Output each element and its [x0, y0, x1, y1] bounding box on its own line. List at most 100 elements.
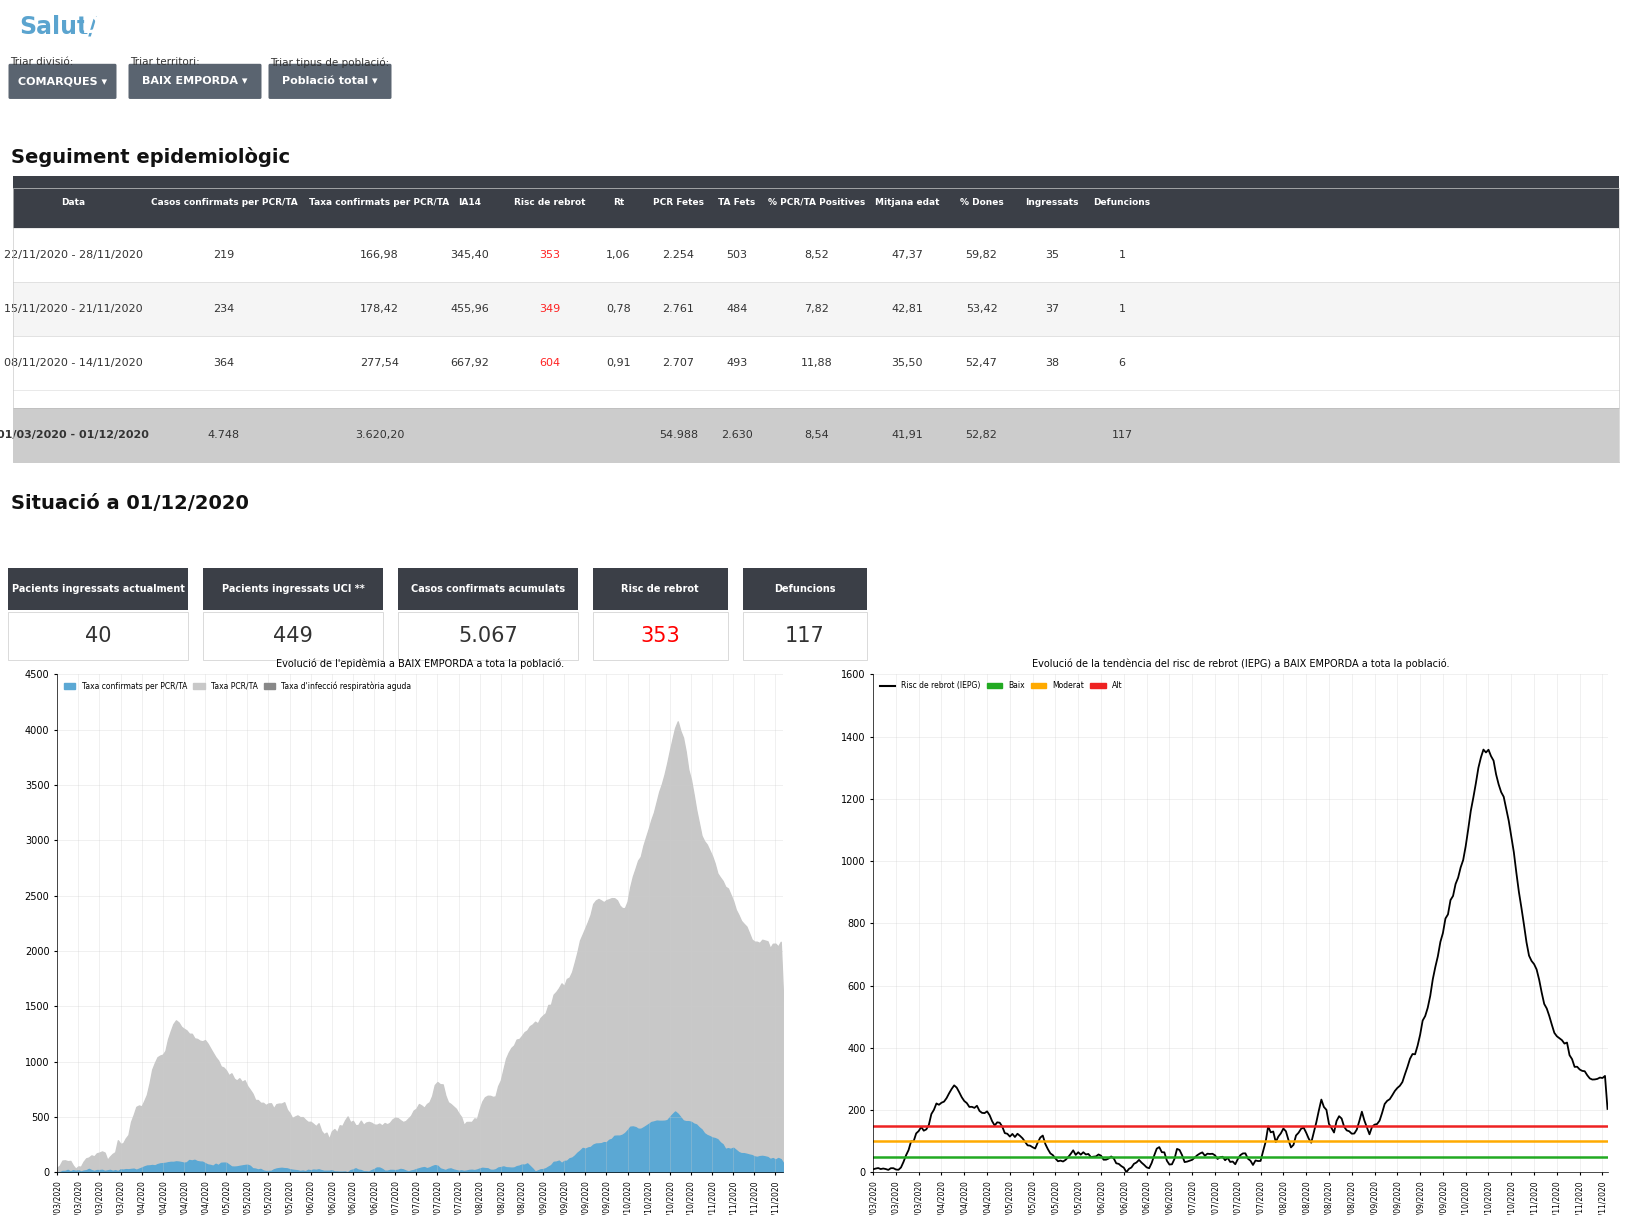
Text: 47,37: 47,37: [891, 250, 924, 260]
Text: 353: 353: [540, 250, 560, 260]
Bar: [13, 282, 1619, 337]
Text: 117: 117: [1111, 430, 1133, 440]
Text: Triar tipus de població:: Triar tipus de població:: [269, 57, 390, 68]
Text: 40: 40: [85, 626, 111, 646]
Text: 604: 604: [540, 358, 561, 368]
Text: 7,82: 7,82: [805, 304, 829, 313]
Bar: [398, 569, 578, 610]
Text: 41,91: 41,91: [891, 430, 924, 440]
Text: Dades COVID: Dades COVID: [82, 15, 256, 38]
Text: Salut/: Salut/: [20, 15, 98, 38]
Text: Data: Data: [62, 198, 85, 207]
Text: 353: 353: [640, 626, 681, 646]
Text: 3.620,20: 3.620,20: [354, 430, 405, 440]
Risc de rebrot (IEPG): [1116, 1165, 1136, 1180]
Text: 493: 493: [726, 358, 747, 368]
Text: 449: 449: [273, 626, 313, 646]
Text: Seguiment epidemiològic: Seguiment epidemiològic: [11, 147, 290, 166]
Text: 35,50: 35,50: [891, 358, 924, 368]
Text: Triar divisió:: Triar divisió:: [10, 57, 73, 67]
Text: 2.630: 2.630: [721, 430, 752, 440]
Moderat: [867, 1134, 886, 1148]
Text: 15/11/2020 - 21/11/2020: 15/11/2020 - 21/11/2020: [3, 304, 142, 313]
Alt: [863, 1119, 883, 1134]
Text: 455,96: 455,96: [450, 304, 490, 313]
Title: Evolució de l'epidèmia a BAIX EMPORDA a tota la població.: Evolució de l'epidèmia a BAIX EMPORDA a …: [276, 659, 565, 669]
Legend: Taxa confirmats per PCR/TA, Taxa PCR/TA, Taxa d'infecció respiratòria aguda: Taxa confirmats per PCR/TA, Taxa PCR/TA,…: [60, 678, 415, 694]
Risc de rebrot (IEPG): [863, 1162, 883, 1176]
Text: 53,42: 53,42: [966, 304, 997, 313]
Text: 1,06: 1,06: [605, 250, 630, 260]
Text: 37: 37: [1044, 304, 1059, 313]
Text: Risc de rebrot: Risc de rebrot: [622, 584, 698, 594]
Text: Població total ▾: Població total ▾: [282, 77, 379, 86]
Bar: [8, 612, 188, 660]
Bar: [592, 569, 728, 610]
Bar: [13, 337, 1619, 390]
Text: 2.254: 2.254: [663, 250, 695, 260]
Moderat: [863, 1134, 883, 1148]
Text: 503: 503: [726, 250, 747, 260]
Text: 277,54: 277,54: [361, 358, 398, 368]
Text: Pacients ingressats UCI **: Pacients ingressats UCI **: [222, 584, 364, 594]
Baix: [867, 1149, 886, 1164]
Text: 38: 38: [1044, 358, 1059, 368]
Text: 364: 364: [214, 358, 235, 368]
Alt: [867, 1119, 886, 1134]
Text: Risc de rebrot: Risc de rebrot: [514, 198, 586, 207]
Text: Situació a 01/12/2020: Situació a 01/12/2020: [11, 493, 250, 513]
Text: Casos confirmats acumulats: Casos confirmats acumulats: [411, 584, 565, 594]
Text: 0,91: 0,91: [605, 358, 630, 368]
Bar: [398, 612, 578, 660]
Text: 08/11/2020 - 14/11/2020: 08/11/2020 - 14/11/2020: [3, 358, 142, 368]
Text: 349: 349: [540, 304, 561, 313]
Text: 2.707: 2.707: [663, 358, 695, 368]
Text: 42,81: 42,81: [891, 304, 924, 313]
Text: 1: 1: [1118, 250, 1126, 260]
Text: Ingressats: Ingressats: [1025, 198, 1079, 207]
Baix: [863, 1149, 883, 1164]
Text: 8,52: 8,52: [805, 250, 829, 260]
Text: % Dones: % Dones: [960, 198, 1004, 207]
Text: 22/11/2020 - 28/11/2020: 22/11/2020 - 28/11/2020: [3, 250, 144, 260]
Bar: [13, 408, 1619, 462]
Text: 178,42: 178,42: [361, 304, 398, 313]
Risc de rebrot (IEPG): [1578, 1068, 1598, 1083]
Bar: [202, 569, 384, 610]
Text: PCR Fetes: PCR Fetes: [653, 198, 703, 207]
Text: 59,82: 59,82: [966, 250, 997, 260]
Risc de rebrot (IEPG): [1521, 954, 1541, 968]
Legend: Risc de rebrot (IEPG), Baix, Moderat, Alt: Risc de rebrot (IEPG), Baix, Moderat, Al…: [876, 678, 1126, 694]
Risc de rebrot (IEPG): [1373, 1106, 1392, 1120]
Text: 6: 6: [1118, 358, 1126, 368]
Bar: [13, 176, 1619, 228]
Risc de rebrot (IEPG): [1598, 1102, 1617, 1117]
Text: 0,78: 0,78: [605, 304, 630, 313]
Line: Risc de rebrot (IEPG): Risc de rebrot (IEPG): [873, 750, 1608, 1172]
Text: Defuncions: Defuncions: [774, 584, 836, 594]
Risc de rebrot (IEPG): [1493, 790, 1513, 804]
Text: TA Fets: TA Fets: [718, 198, 756, 207]
Text: BAIX EMPORDA ▾: BAIX EMPORDA ▾: [142, 77, 248, 86]
Text: Pacients ingressats actualment: Pacients ingressats actualment: [11, 584, 184, 594]
Text: 484: 484: [726, 304, 747, 313]
Text: 35: 35: [1044, 250, 1059, 260]
Text: 234: 234: [214, 304, 235, 313]
Bar: [743, 612, 868, 660]
FancyBboxPatch shape: [129, 64, 261, 98]
Text: 166,98: 166,98: [361, 250, 398, 260]
Text: Defuncions: Defuncions: [1093, 198, 1151, 207]
Bar: [202, 612, 384, 660]
Text: 117: 117: [785, 626, 824, 646]
Text: Rt: Rt: [612, 198, 623, 207]
FancyBboxPatch shape: [269, 64, 392, 98]
Text: 667,92: 667,92: [450, 358, 490, 368]
Text: 11,88: 11,88: [801, 358, 832, 368]
Text: 52,47: 52,47: [966, 358, 997, 368]
Text: 2.761: 2.761: [663, 304, 695, 313]
Risc de rebrot (IEPG): [1474, 742, 1493, 757]
Risc de rebrot (IEPG): [1483, 753, 1503, 768]
Text: 01/03/2020 - 01/12/2020: 01/03/2020 - 01/12/2020: [0, 430, 149, 440]
Bar: [8, 569, 188, 610]
Bar: [592, 612, 728, 660]
